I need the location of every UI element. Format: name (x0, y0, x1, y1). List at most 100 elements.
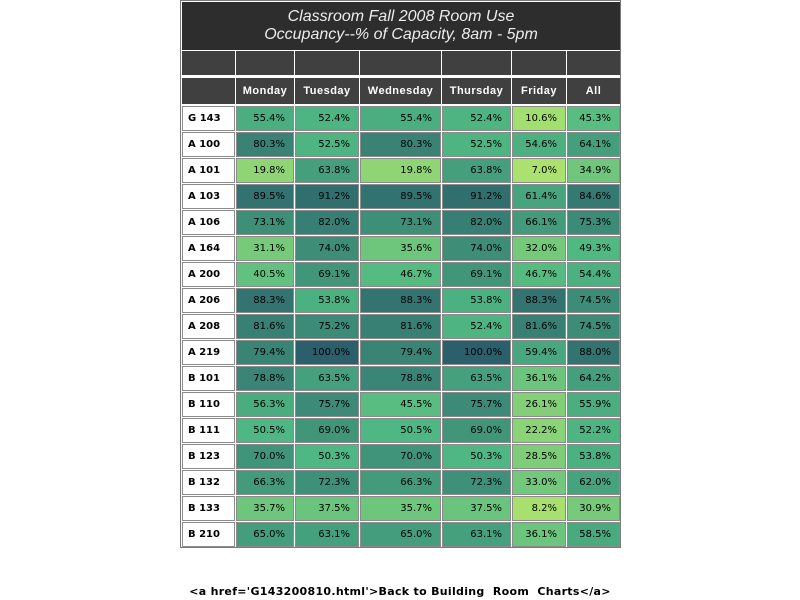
row-header: G 143 (182, 106, 235, 131)
column-header: Friday (512, 78, 566, 104)
heatmap-cell: 56.3% (236, 392, 294, 417)
heatmap-cell: 36.1% (512, 366, 566, 391)
heatmap-cell: 40.5% (236, 262, 294, 287)
row-header: A 219 (182, 340, 235, 365)
header-corner-cell (182, 78, 235, 104)
chart-title-block: Classroom Fall 2008 Room Use Occupancy--… (182, 2, 620, 50)
heatmap-cell: 79.4% (360, 340, 441, 365)
heatmap-cell: 35.7% (360, 496, 441, 521)
heatmap-cell: 80.3% (236, 132, 294, 157)
heatmap-cell: 63.5% (295, 366, 359, 391)
heatmap-cell: 89.5% (360, 184, 441, 209)
heatmap-cell: 75.2% (295, 314, 359, 339)
heatmap-cell: 69.0% (295, 418, 359, 443)
heatmap-cell: 69.1% (442, 262, 511, 287)
heatmap-cell: 50.5% (236, 418, 294, 443)
heatmap-cell: 7.0% (512, 158, 566, 183)
heatmap-cell: 46.7% (512, 262, 566, 287)
heatmap-cell: 100.0% (442, 340, 511, 365)
heatmap-cell: 10.6% (512, 106, 566, 131)
heatmap-cell: 69.0% (442, 418, 511, 443)
heatmap-cell: 19.8% (236, 158, 294, 183)
chart-subtitle: Occupancy--% of Capacity, 8am - 5pm (264, 26, 538, 43)
heatmap-cell: 55.4% (236, 106, 294, 131)
heatmap-cell: 64.1% (567, 132, 620, 157)
heatmap-cell: 34.9% (567, 158, 620, 183)
heatmap-cell: 66.3% (360, 470, 441, 495)
heatmap-cell: 52.2% (567, 418, 620, 443)
heatmap-cell: 50.5% (360, 418, 441, 443)
heatmap-cell: 63.5% (442, 366, 511, 391)
heatmap-cell: 55.4% (360, 106, 441, 131)
column-header: All (567, 78, 620, 104)
heatmap-cell: 69.1% (295, 262, 359, 287)
heatmap-cell: 100.0% (295, 340, 359, 365)
header-spacer-cell (236, 51, 294, 75)
heatmap-cell: 75.3% (567, 210, 620, 235)
heatmap-cell: 49.3% (567, 236, 620, 261)
heatmap-cell: 52.4% (295, 106, 359, 131)
heatmap-cell: 73.1% (360, 210, 441, 235)
row-header: A 206 (182, 288, 235, 313)
row-header: B 133 (182, 496, 235, 521)
heatmap-cell: 53.8% (567, 444, 620, 469)
heatmap-cell: 37.5% (295, 496, 359, 521)
heatmap-cell: 46.7% (360, 262, 441, 287)
heatmap-cell: 89.5% (236, 184, 294, 209)
header-spacer-cell (512, 51, 566, 75)
heatmap-cell: 50.3% (442, 444, 511, 469)
heatmap-cell: 55.9% (567, 392, 620, 417)
row-header: B 123 (182, 444, 235, 469)
heatmap-cell: 74.0% (295, 236, 359, 261)
heatmap-cell: 65.0% (236, 522, 294, 547)
heatmap-cell: 59.4% (512, 340, 566, 365)
heatmap-cell: 52.5% (442, 132, 511, 157)
row-header: A 164 (182, 236, 235, 261)
heatmap-cell: 75.7% (295, 392, 359, 417)
heatmap-cell: 88.0% (567, 340, 620, 365)
header-spacer-cell (567, 51, 620, 75)
heatmap-cell: 50.3% (295, 444, 359, 469)
chart-title: Classroom Fall 2008 Room Use (287, 8, 515, 25)
heatmap-cell: 88.3% (360, 288, 441, 313)
column-header: Thursday (442, 78, 511, 104)
heatmap-cell: 81.6% (512, 314, 566, 339)
heatmap-cell: 88.3% (236, 288, 294, 313)
heatmap-cell: 81.6% (236, 314, 294, 339)
heatmap-cell: 54.4% (567, 262, 620, 287)
heatmap-cell: 63.1% (295, 522, 359, 547)
header-spacer-cell (360, 51, 441, 75)
heatmap-cell: 91.2% (295, 184, 359, 209)
heatmap-cell: 45.5% (360, 392, 441, 417)
heatmap-cell: 82.0% (295, 210, 359, 235)
heatmap-cell: 63.8% (442, 158, 511, 183)
heatmap-cell: 28.5% (512, 444, 566, 469)
column-header: Monday (236, 78, 294, 104)
heatmap-cell: 53.8% (295, 288, 359, 313)
heatmap-cell: 74.5% (567, 314, 620, 339)
header-spacer-cell (182, 51, 235, 75)
heatmap-cell: 74.5% (567, 288, 620, 313)
heatmap-cell: 61.4% (512, 184, 566, 209)
heatmap-cell: 74.0% (442, 236, 511, 261)
heatmap-cell: 70.0% (236, 444, 294, 469)
heatmap-cell: 54.6% (512, 132, 566, 157)
heatmap-cell: 72.3% (295, 470, 359, 495)
heatmap-cell: 37.5% (442, 496, 511, 521)
heatmap-cell: 52.4% (442, 314, 511, 339)
heatmap-cell: 53.8% (442, 288, 511, 313)
heatmap-cell: 35.7% (236, 496, 294, 521)
heatmap-cell: 66.1% (512, 210, 566, 235)
column-header: Wednesday (360, 78, 441, 104)
heatmap-cell: 81.6% (360, 314, 441, 339)
heatmap-cell: 32.0% (512, 236, 566, 261)
heatmap-cell: 79.4% (236, 340, 294, 365)
row-header: B 132 (182, 470, 235, 495)
heatmap-cell: 19.8% (360, 158, 441, 183)
row-header: A 103 (182, 184, 235, 209)
heatmap-cell: 84.6% (567, 184, 620, 209)
heatmap-cell: 31.1% (236, 236, 294, 261)
heatmap-cell: 63.8% (295, 158, 359, 183)
heatmap-cell: 35.6% (360, 236, 441, 261)
row-header: B 111 (182, 418, 235, 443)
